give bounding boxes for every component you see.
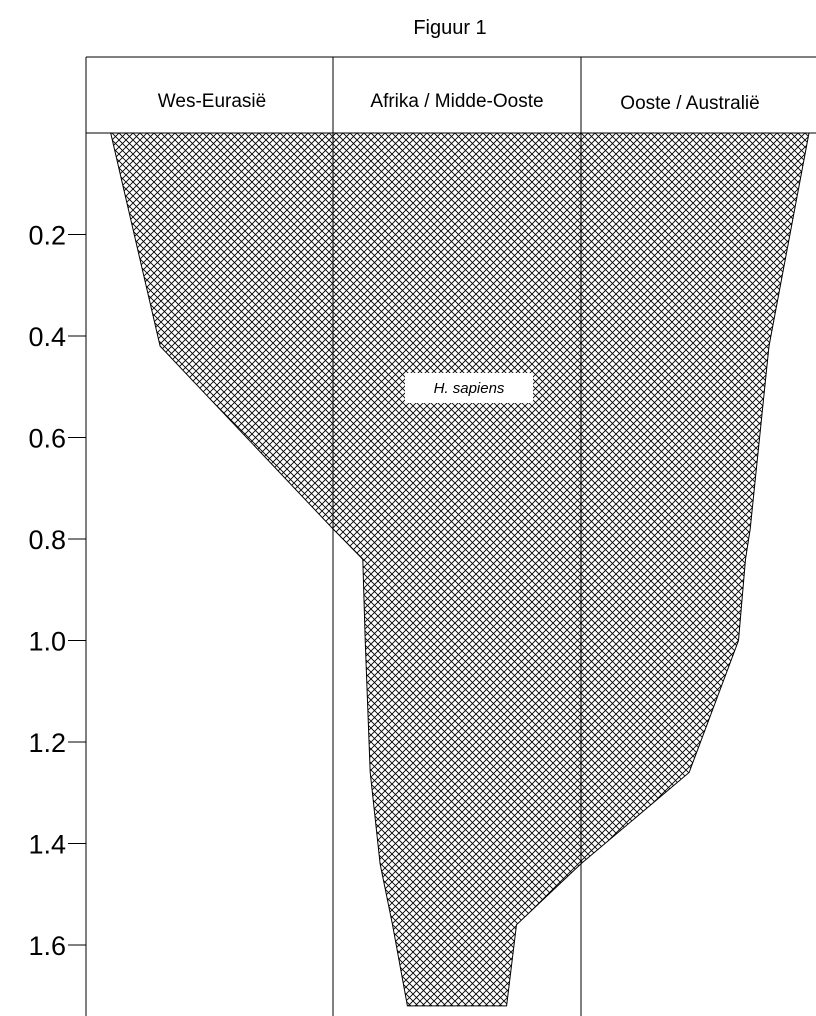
column-label-afrika-midde-ooste: Afrika / Midde-Ooste xyxy=(370,91,543,112)
y-tick-label: 0.6 xyxy=(28,424,66,454)
y-tick-label: 0.4 xyxy=(28,322,66,352)
area-label-group: H. sapiens xyxy=(405,373,533,403)
y-tick-label: 1.4 xyxy=(28,830,66,860)
area-series-h-sapiens xyxy=(110,132,810,1007)
y-tick-label: 0.2 xyxy=(28,221,66,251)
y-axis-ticks: 0.2 0.4 0.6 0.8 1.0 1.2 1.4 1.6 xyxy=(28,221,86,961)
y-tick-label: 1.6 xyxy=(28,931,66,961)
column-label-ooste-australie: Ooste / Australië xyxy=(620,93,759,114)
column-label-wes-eurasie: Wes-Eurasië xyxy=(158,91,266,112)
y-tick-label: 1.2 xyxy=(28,728,66,758)
column-frame xyxy=(85,56,816,1016)
y-tick-label: 1.0 xyxy=(28,627,66,657)
figure-title: Figuur 1 xyxy=(413,17,486,39)
y-tick-label: 0.8 xyxy=(28,525,66,555)
area-label: H. sapiens xyxy=(434,380,505,397)
hatched-area-layer xyxy=(110,132,810,1007)
area-label-box xyxy=(405,373,533,403)
